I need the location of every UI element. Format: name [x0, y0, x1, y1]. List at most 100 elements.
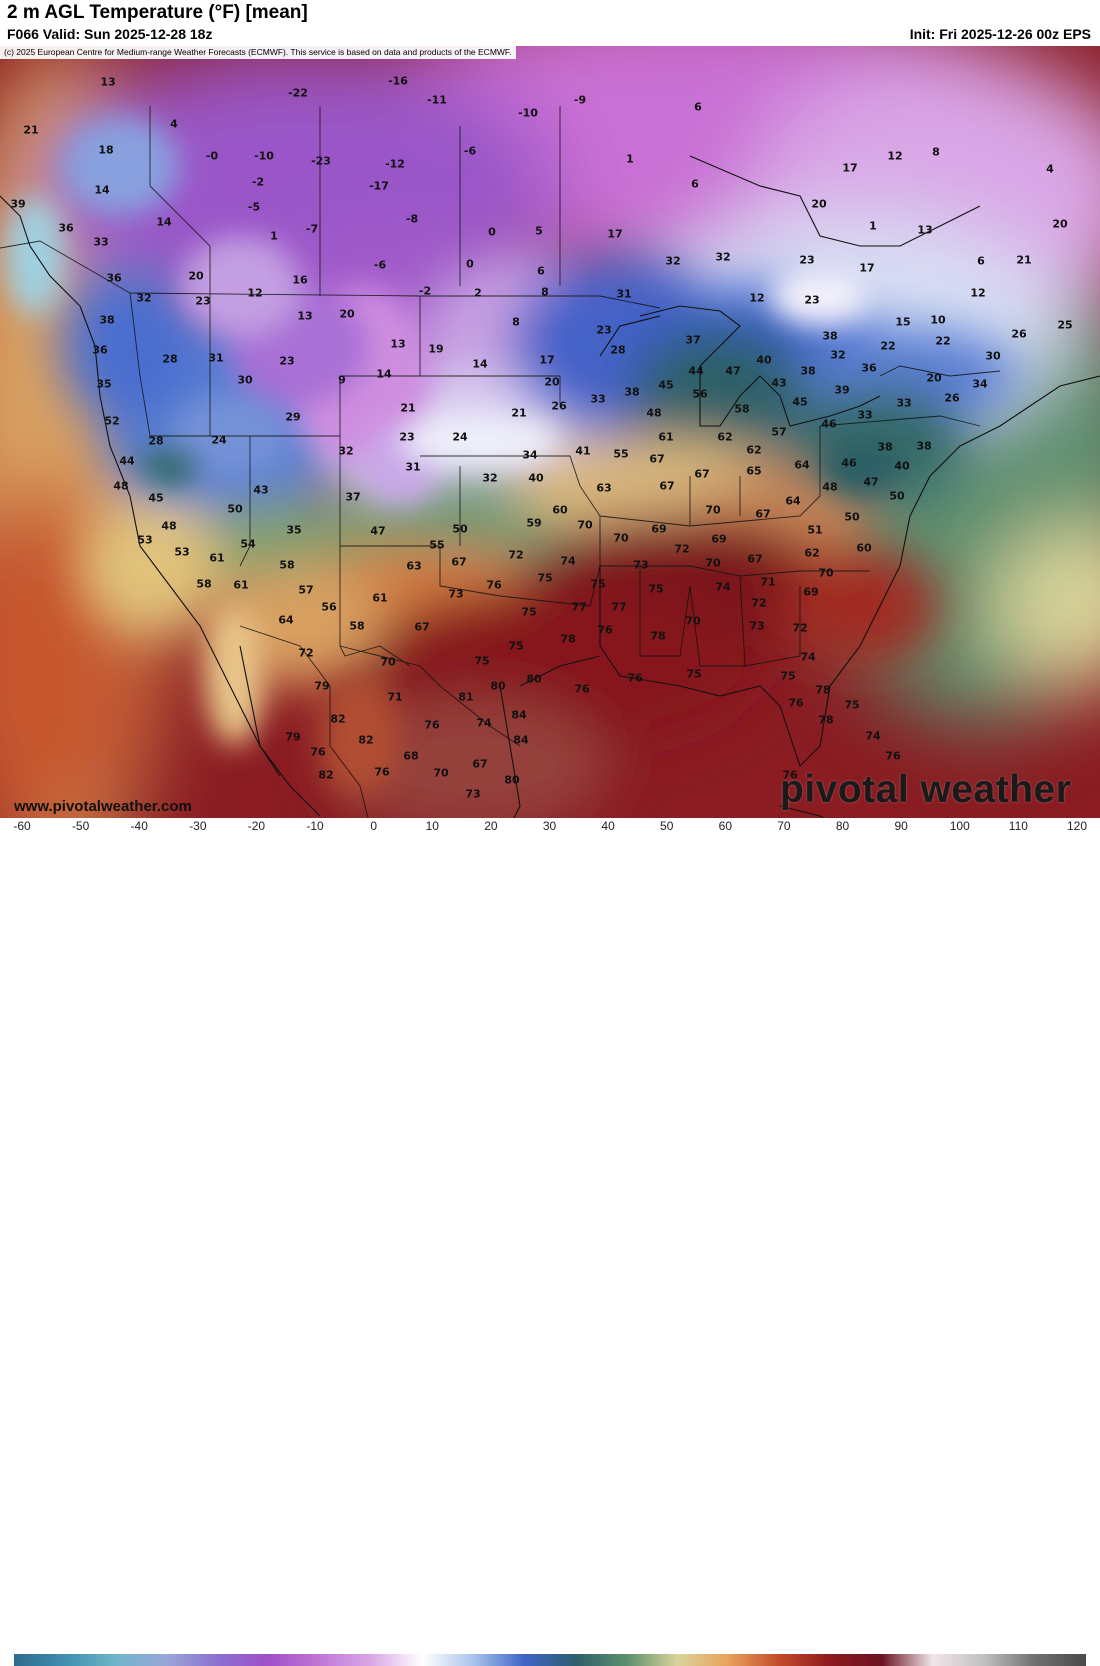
temperature-label: 77 [571, 600, 587, 614]
temperature-label: 28 [162, 352, 178, 366]
temperature-label: 77 [611, 600, 627, 614]
temperature-label: 48 [113, 479, 129, 493]
temperature-label: 67 [451, 555, 467, 569]
temperature-map[interactable]: 13 21 4 18 -0 -10 -22 -16 -11 -9 -10 -6 6 14 -2 -23 -12-… [0, 46, 1100, 818]
temperature-label: 20 [1052, 217, 1068, 231]
temperature-label: 75 [537, 571, 553, 585]
temperature-label: 44 [119, 454, 135, 468]
temperature-label: 20 [544, 375, 560, 389]
temperature-label: 76 [597, 623, 613, 637]
temperature-label: 73 [633, 558, 649, 572]
temperature-label: -17 [369, 179, 389, 193]
temperature-label: 36 [58, 221, 74, 235]
temperature-label: 71 [387, 690, 403, 704]
temperature-label: 22 [880, 339, 896, 353]
scale-tick: 30 [542, 819, 557, 833]
temperature-label: 46 [841, 456, 857, 470]
temperature-label: 32 [665, 254, 681, 268]
temperature-label: 6 [691, 177, 699, 191]
temperature-label: 39 [834, 383, 850, 397]
temperature-label: 20 [811, 197, 827, 211]
temperature-label: 57 [771, 425, 787, 439]
temperature-label: 37 [685, 333, 701, 347]
temperature-label: 81 [458, 690, 474, 704]
temperature-label: 67 [694, 467, 710, 481]
temperature-label: 6 [694, 100, 702, 114]
temperature-label: 62 [746, 443, 762, 457]
temperature-label: 65 [746, 464, 762, 478]
scale-tick: 120 [1066, 819, 1088, 833]
temperature-label: 1 [270, 229, 278, 243]
temperature-label: 38 [877, 440, 893, 454]
temperature-label: 33 [590, 392, 606, 406]
temperature-label: 20 [188, 269, 204, 283]
temperature-label: 6 [977, 254, 985, 268]
temperature-label: 0 [466, 257, 474, 271]
temperature-label: 62 [804, 546, 820, 560]
temperature-label: 84 [511, 708, 527, 722]
scale-tick: 100 [949, 819, 970, 833]
temperature-label: 1 [869, 219, 877, 233]
scale-tick: -60 [13, 819, 31, 833]
temperature-label: 71 [760, 575, 776, 589]
init-time: Init: Fri 2025-12-26 00z EPS [909, 26, 1091, 42]
temperature-label: 64 [785, 494, 801, 508]
temperature-label: 76 [788, 696, 804, 710]
temperature-label: 46 [821, 417, 837, 431]
header-bar: 2 m AGL Temperature (°F) [mean] F066 Val… [0, 0, 1100, 46]
temperature-label: 6 [537, 264, 545, 278]
temperature-label: 39 [10, 197, 26, 211]
temperature-label: 67 [747, 552, 763, 566]
temperature-label: 76 [627, 671, 643, 685]
temperature-label: 13 [390, 337, 406, 351]
temperature-label: 60 [552, 503, 568, 517]
temperature-label: 76 [310, 745, 326, 759]
temperature-label: 14 [376, 367, 392, 381]
temperature-label: 73 [749, 619, 765, 633]
color-scale: -60 -50 -40 -30 -20 -10 0 10 20 30 40 50 60 70 80 90 100… [0, 818, 1100, 1666]
temperature-label: 47 [863, 475, 879, 489]
temperature-label: 38 [916, 439, 932, 453]
temperature-label: 58 [196, 577, 212, 591]
temperature-label: 61 [209, 551, 225, 565]
temperature-label: -10 [518, 106, 538, 120]
colorbar [14, 1654, 1086, 1666]
temperature-label: -16 [388, 74, 408, 88]
temperature-label: 78 [560, 632, 576, 646]
temperature-label: 55 [429, 538, 445, 552]
temperature-label: 73 [465, 787, 481, 801]
temperature-label: 34 [972, 377, 988, 391]
temperature-label: 32 [715, 250, 731, 264]
temperature-label: 67 [755, 507, 771, 521]
temperature-label: 35 [96, 377, 112, 391]
temperature-label: 20 [339, 307, 355, 321]
temperature-label: 76 [885, 749, 901, 763]
temperature-label: 36 [861, 361, 877, 375]
temperature-label: 13 [297, 309, 313, 323]
temperature-label: 36 [106, 271, 122, 285]
temperature-label: 79 [285, 730, 301, 744]
temperature-label: 20 [926, 371, 942, 385]
temperature-label: 29 [285, 410, 301, 424]
temperature-label: 58 [349, 619, 365, 633]
temperature-label: 21 [1016, 253, 1032, 267]
temperature-label: 23 [195, 294, 211, 308]
temperature-label: 26 [1011, 327, 1027, 341]
scale-tick: -40 [130, 819, 148, 833]
temperature-label: 74 [800, 650, 816, 664]
brand-watermark: pivotal weather [780, 768, 1072, 811]
website-link[interactable]: www.pivotalweather.com [14, 798, 192, 815]
temperature-label: 32 [482, 471, 498, 485]
temperature-label: 64 [278, 613, 294, 627]
temperature-label: -5 [247, 200, 261, 214]
temperature-label: -23 [311, 154, 331, 168]
temperature-label: 44 [688, 364, 704, 378]
temperature-label: 70 [685, 614, 701, 628]
temperature-label: 43 [771, 376, 787, 390]
temperature-label: 72 [508, 548, 524, 562]
temperature-label: 16 [292, 273, 308, 287]
temperature-label: 74 [715, 580, 731, 594]
temperature-label: 33 [857, 408, 873, 422]
temperature-label: -0 [205, 149, 219, 163]
temperature-label: 38 [99, 313, 115, 327]
